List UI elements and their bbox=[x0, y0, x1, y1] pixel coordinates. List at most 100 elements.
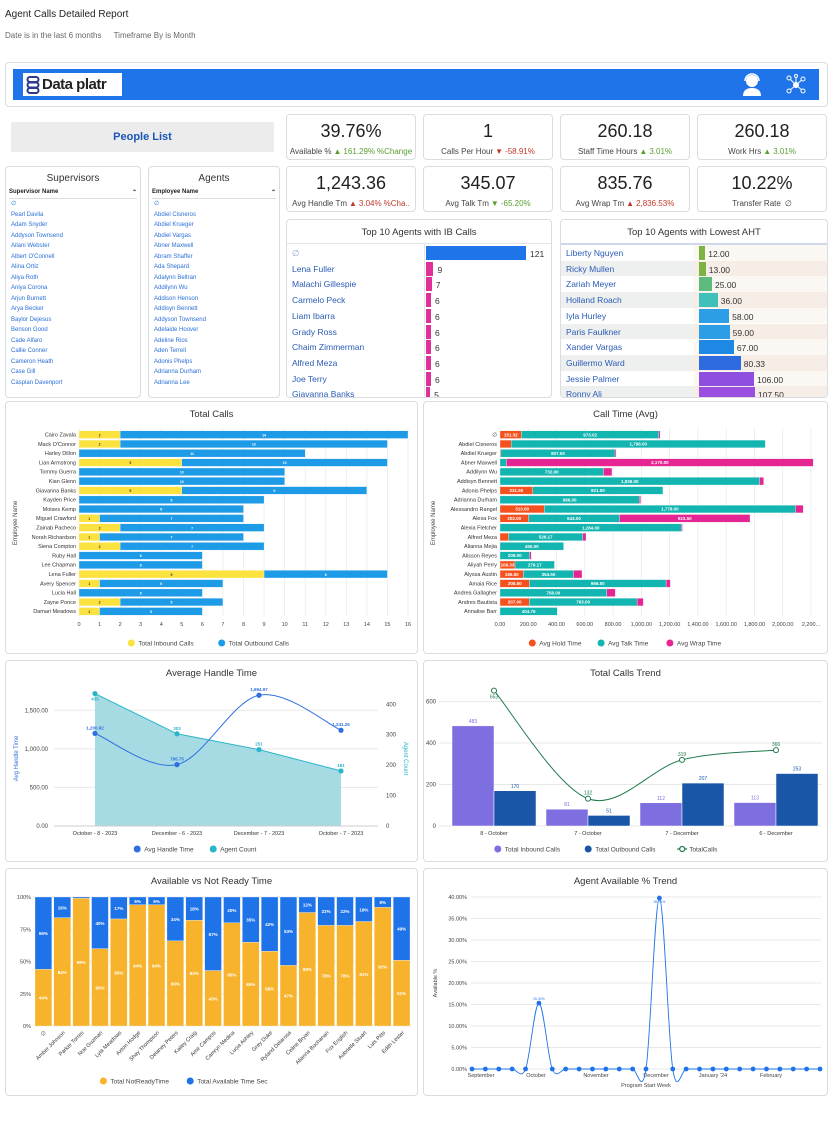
list-item[interactable]: Addison Henson bbox=[154, 295, 199, 302]
list-item[interactable]: Abner Maxwell bbox=[154, 243, 194, 249]
agent-name[interactable]: Holland Roach bbox=[566, 295, 622, 306]
agent-name[interactable]: Chaim Zimmerman bbox=[292, 342, 365, 353]
supervisor-name-header[interactable]: Supervisor Name ⌃ bbox=[9, 189, 137, 199]
agent-name[interactable]: Grady Ross bbox=[292, 326, 337, 337]
agent-name[interactable]: Paris Faulkner bbox=[566, 326, 621, 337]
aht-row[interactable]: Holland Roach 36.00 bbox=[561, 292, 827, 308]
list-item[interactable]: Aniya Corona bbox=[11, 285, 48, 291]
list-item[interactable]: Alina Ortiz bbox=[11, 264, 39, 270]
agent-name[interactable]: Malachi Gillespie bbox=[292, 279, 357, 290]
list-item[interactable]: Abdiel Krueger bbox=[154, 222, 194, 228]
agent-name[interactable]: Giavanna Banks bbox=[292, 389, 355, 398]
agent-name[interactable]: Iyla Hurley bbox=[566, 310, 607, 321]
list-item[interactable]: Abdiel Cisneros bbox=[154, 211, 197, 218]
list-item[interactable]: Cameron Heath bbox=[11, 358, 54, 365]
ib-row[interactable]: ∅ 121 bbox=[287, 245, 551, 261]
ib-row[interactable]: Chaim Zimmerman 6 bbox=[287, 339, 551, 355]
agent-name[interactable]: Liberty Nguyen bbox=[566, 248, 624, 258]
filter-timeframe[interactable]: Timeframe By is Month bbox=[113, 31, 196, 40]
list-item[interactable]: Albert O'Connell bbox=[11, 253, 55, 260]
list-item[interactable]: Adalynn Beltran bbox=[154, 274, 197, 281]
ib-row[interactable]: Alfred Meza 6 bbox=[287, 355, 551, 371]
list-item[interactable]: Baylor Dejesus bbox=[11, 316, 52, 323]
chart-title: Available vs Not Ready Time bbox=[150, 876, 273, 887]
aht-row[interactable]: Iyla Hurley 58.00 bbox=[561, 307, 827, 324]
aht-row[interactable]: Zariah Meyer 25.00 bbox=[561, 276, 827, 293]
bar-segment bbox=[336, 896, 354, 926]
agent-name[interactable]: Zariah Meyer bbox=[566, 279, 617, 290]
list-item[interactable]: Aliya Roth bbox=[11, 274, 39, 281]
agent-name[interactable]: Ricky Mullen bbox=[566, 263, 615, 274]
aht-row[interactable]: Paris Faulkner 59.00 bbox=[561, 323, 827, 340]
filter-date[interactable]: Date is in the last 6 months bbox=[5, 31, 102, 40]
list-item[interactable]: Arya Becker bbox=[11, 306, 44, 312]
y-tick-label: 100% bbox=[17, 895, 31, 901]
list-item[interactable]: Addilynn Wu bbox=[154, 285, 188, 291]
x-tick-label: 3 bbox=[139, 622, 142, 628]
data-label: 47% bbox=[284, 994, 293, 999]
list-item[interactable]: Aden Terrell bbox=[154, 348, 186, 354]
legend-label: Agent Count bbox=[220, 847, 256, 854]
list-item[interactable]: Addisyn Bennett bbox=[154, 306, 198, 312]
agent-name[interactable]: Ronny Ali bbox=[566, 389, 602, 398]
list-item[interactable]: Adrianna Lee bbox=[154, 379, 190, 386]
list-item[interactable]: ∅ bbox=[154, 201, 160, 207]
list-item[interactable]: Ada Shepard bbox=[154, 264, 190, 270]
list-item[interactable]: Case Gill bbox=[11, 369, 36, 375]
list-item[interactable]: Cade Alfaro bbox=[11, 337, 43, 344]
ib-row[interactable]: Giavanna Banks 5 bbox=[287, 386, 551, 398]
legend-marker bbox=[99, 1077, 107, 1085]
agent-name[interactable]: Liam Ibarra bbox=[292, 310, 335, 321]
agent-name[interactable]: Jessie Palmer bbox=[566, 373, 620, 384]
agent-name[interactable]: Lena Fuller bbox=[292, 263, 335, 274]
agent-name[interactable]: Xander Vargas bbox=[566, 342, 623, 353]
list-item[interactable]: Adonis Phelps bbox=[154, 358, 193, 365]
ib-row[interactable]: Lena Fuller 9 bbox=[287, 261, 551, 277]
list-item[interactable]: Addyson Townsend bbox=[154, 316, 206, 323]
kpi-card: 1 Calls Per Hour ▼ -58.91% bbox=[423, 114, 553, 160]
agent-headset-icon[interactable] bbox=[741, 73, 763, 96]
sort-up-icon[interactable]: ⌃ bbox=[131, 190, 137, 196]
employee-name-header[interactable]: Employee Name ⌃ bbox=[152, 189, 276, 199]
list-item[interactable]: Adeline Rios bbox=[154, 337, 188, 344]
agent-name[interactable]: Joe Terry bbox=[292, 373, 327, 384]
y-category-label: Addilynn Wu bbox=[466, 470, 497, 476]
agent-name[interactable]: Carmelo Peck bbox=[292, 295, 346, 306]
list-item[interactable]: Adrianna Durham bbox=[154, 369, 202, 375]
list-item[interactable]: Abdiel Vargas bbox=[154, 232, 191, 239]
list-item[interactable]: Abram Shaffer bbox=[154, 253, 193, 260]
y-category-label: Andres Bautista bbox=[458, 600, 498, 606]
ib-row[interactable]: Grady Ross 6 bbox=[287, 324, 551, 340]
y-tick-label: 1,000.00 bbox=[25, 747, 49, 753]
aht-row[interactable]: Xander Vargas 67.00 bbox=[561, 339, 827, 355]
aht-row[interactable]: Guillermo Ward 80.33 bbox=[561, 354, 827, 371]
list-item[interactable]: Ailani Webster bbox=[11, 243, 50, 249]
agent-name[interactable]: Guillermo Ward bbox=[566, 357, 625, 368]
list-item[interactable]: Callie Conner bbox=[11, 348, 48, 354]
ib-row[interactable]: Carmelo Peck 6 bbox=[287, 292, 551, 308]
network-icon[interactable] bbox=[785, 74, 807, 96]
y-category-label: Ruby Hall bbox=[52, 553, 76, 559]
ib-row[interactable]: Liam Ibarra 6 bbox=[287, 308, 551, 324]
list-item[interactable]: Adam Snyder bbox=[11, 222, 48, 228]
y-tick-label: 40.00% bbox=[448, 895, 467, 901]
aht-row[interactable]: Ricky Mullen 13.00 bbox=[561, 260, 827, 277]
aht-row[interactable]: Ronny Ali 107.50 bbox=[561, 386, 827, 398]
list-item[interactable]: Benson Good bbox=[11, 327, 48, 333]
ib-row[interactable]: Malachi Gillespie 7 bbox=[287, 276, 551, 292]
sort-up-icon[interactable]: ⌃ bbox=[270, 190, 276, 196]
ib-row[interactable]: Joe Terry 6 bbox=[287, 371, 551, 387]
aht-row[interactable]: Liberty Nguyen 12.00 bbox=[561, 245, 827, 261]
people-list-button[interactable]: People List bbox=[11, 122, 274, 152]
list-item[interactable]: Pearl Davila bbox=[11, 211, 44, 218]
list-item[interactable]: Addyson Townsend bbox=[11, 232, 63, 239]
aht-row[interactable]: Jessie Palmer 106.00 bbox=[561, 370, 827, 387]
bar-segment bbox=[34, 896, 53, 970]
list-item[interactable]: ∅ bbox=[11, 201, 17, 207]
agent-name[interactable]: ∅ bbox=[292, 248, 300, 258]
agent-name[interactable]: Alfred Meza bbox=[292, 357, 338, 368]
list-item[interactable]: Adelaide Hoover bbox=[154, 327, 199, 333]
list-item[interactable]: Arjun Burnett bbox=[11, 295, 47, 302]
data-label: 319 bbox=[678, 752, 687, 758]
list-item[interactable]: Caspian Davenport bbox=[11, 379, 63, 386]
